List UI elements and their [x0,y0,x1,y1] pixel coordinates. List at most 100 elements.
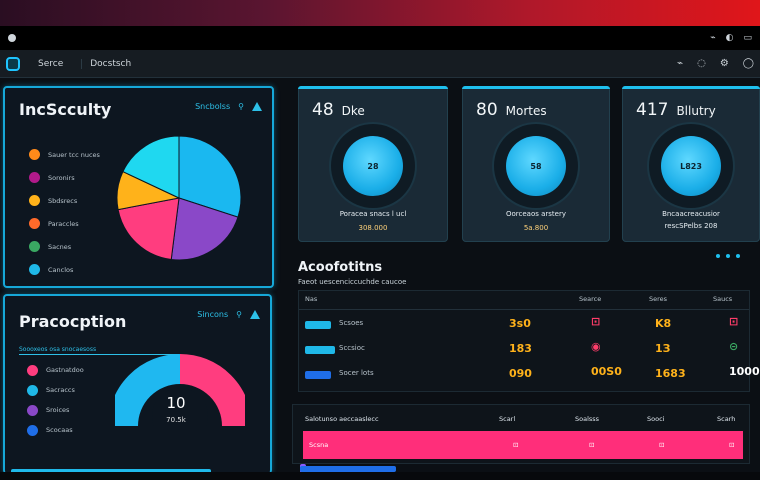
protection-panel: Pracocption Sincons ⚲ Soooxeos osa snoca… [3,294,272,474]
protection-legend-item[interactable]: Sacraccs [27,384,84,396]
toolbar-icons: ⌁ ◌ ⚙ ◯ [677,58,754,69]
activity-table-header: Nas Searce Seres Saucs [299,295,749,309]
stat-card-1[interactable]: 48 Dke 28 Poracea snacs l ucl 308.000 [298,86,448,242]
row-action-icon[interactable]: 10008 [729,365,760,378]
table-row[interactable]: Socer lots 090 00S0 1683 10008 [299,365,760,387]
notification-icon[interactable]: ◌ [697,58,706,69]
user-icon[interactable]: ◯ [742,58,754,69]
settings-icon[interactable]: ⚙ [719,58,729,69]
pager-dot[interactable] [736,254,740,258]
summary-table-row[interactable]: Scsna ⊡ ⊡ ⊡ ⊡ [303,431,743,459]
row-name: Sccsioc [339,344,365,352]
battery-icon[interactable]: ◐ [725,33,734,43]
stat-card-2[interactable]: 80 Mortes 58 Oorceaos arstery 5a.800 [462,86,610,242]
gauge-arc-blue [115,354,181,427]
filter-icon[interactable]: ⚲ [238,102,244,111]
stat-caption-value: 5a.800 [523,224,549,232]
carousel-pager[interactable] [716,254,740,258]
link-icon[interactable]: ⌁ [677,58,684,69]
legend-label: Paraccles [48,219,79,228]
stat-label: Dke [341,104,365,118]
row-label: Scsna [309,441,329,449]
screen-bezel [0,472,760,480]
row-value: 090 [509,367,532,380]
protection-legend: Gastnatdoo Sacraccs Sroices Scocaas [27,364,84,436]
security-legend-item[interactable]: Sauer tcc nuces [29,148,100,161]
row-action-icon[interactable]: ⊡ [729,315,739,328]
row-name: Scsoes [339,319,364,327]
legend-label: Sacnes [48,242,72,251]
row-action-icon[interactable]: ⊝ [729,340,739,353]
row-status-icon[interactable]: 00S0 [591,365,622,378]
column-header[interactable]: Nas [305,295,318,303]
security-tool-label[interactable]: Sncbolss [195,102,231,111]
security-legend-item[interactable]: Sbdsrecs [29,194,100,207]
column-header[interactable]: Seres [649,295,668,303]
pie-slice-0[interactable] [178,135,242,218]
alert-icon[interactable] [252,102,262,111]
row-indicator-bar [305,346,335,354]
stat-ring: 28 [331,124,415,208]
stat-ring-value: L823 [661,136,721,196]
protection-legend-item[interactable]: Sroices [27,404,84,416]
legend-marker-icon [27,364,38,376]
table-row[interactable]: Sccsioc 183 ◉ 1З ⊝ [299,340,749,362]
protection-progress-bar [11,469,211,474]
row-value: 1683 [655,367,686,380]
security-legend-item[interactable]: Paraccles [29,217,100,230]
protection-legend-item[interactable]: Gastnatdoo [27,364,84,376]
stat-ring: 58 [494,124,578,208]
security-legend-item[interactable]: Canclos [29,263,100,276]
column-header[interactable]: Soalsss [575,415,600,423]
legend-label: Sbdsrecs [48,196,78,205]
legend-marker-icon [27,384,38,396]
protection-tool-label[interactable]: Sincons [197,310,229,319]
legend-marker-icon [29,218,40,229]
tab-service[interactable]: Serce [38,58,64,69]
column-header[interactable]: Sooci [647,415,665,423]
legend-label: Soronirs [48,173,75,182]
column-header[interactable]: Scarl [499,415,516,423]
legend-marker-icon [29,241,40,252]
pie-slice-1[interactable] [170,197,239,261]
filter-icon[interactable]: ⚲ [236,310,242,319]
row-cell: ⊡ [729,441,735,449]
pie-slice-4[interactable] [122,135,180,199]
pie-slice-2[interactable] [117,197,180,261]
security-legend-item[interactable]: Sacnes [29,240,100,253]
column-header[interactable]: Salotunso aeccaaslecc [305,415,379,423]
security-panel: IncScculty Sncbolss ⚲ Sauer tcc nuces Sor… [3,86,274,288]
stat-card-3[interactable]: 417 Bllutry L823 Bncaacreacusior rescSPe… [622,86,760,242]
stat-number: 48 [312,100,334,120]
wifi-icon[interactable]: ⌁ [710,33,716,43]
stat-ring-value: 28 [343,136,403,196]
row-status-icon[interactable]: ⊡ [591,315,601,328]
table-row[interactable]: Scsoes 3s0 ⊡ K8 ⊡ [299,315,749,337]
summary-table: Salotunso aeccaaslecc Scarl Soalsss Sooc… [292,404,750,464]
security-legend-item[interactable]: Soronirs [29,171,100,184]
legend-label: Sauer tcc nuces [48,150,100,159]
gauge-arc-pink [179,354,245,427]
control-center-icon[interactable]: ▭ [743,33,752,43]
security-pie-chart [116,135,242,261]
stat-label: Mortes [505,104,547,118]
stat-caption: Poracea snacs l ucl [339,210,407,218]
stat-ring: L823 [649,124,733,208]
scroll-indicator-bar[interactable] [300,466,396,472]
column-header[interactable]: Scarh [717,415,736,423]
stat-caption-value: 308.000 [358,224,388,232]
app-logo-icon[interactable] [6,56,20,71]
pager-dot[interactable] [726,254,730,258]
column-header[interactable]: Searce [579,295,602,303]
apple-icon[interactable] [8,34,16,42]
stat-caption-value: rescSPelbs 208 [664,222,718,230]
column-header[interactable]: Saucs [713,295,733,303]
row-status-icon[interactable]: ◉ [591,340,601,353]
pager-dot[interactable] [716,254,720,258]
tab-dashboard[interactable]: Docstsch [81,58,139,69]
legend-marker-icon [29,149,40,160]
row-value: K8 [655,317,672,330]
alert-icon[interactable] [250,310,260,319]
protection-legend-item[interactable]: Scocaas [27,424,84,436]
row-name: Socer lots [339,369,374,377]
